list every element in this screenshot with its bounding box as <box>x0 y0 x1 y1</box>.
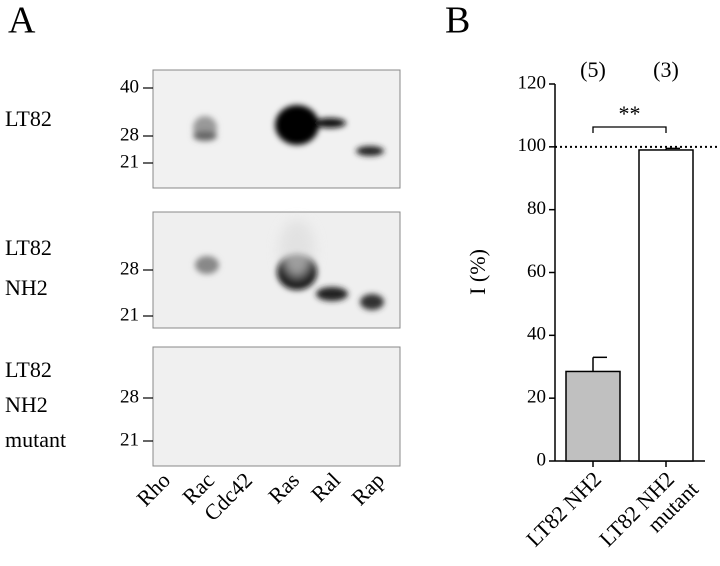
blot-label: LT82 <box>5 357 52 382</box>
lane-label: Ras <box>263 467 304 508</box>
y-tick-label: 40 <box>527 324 546 345</box>
marker-label: 40 <box>120 76 139 97</box>
y-tick-label: 120 <box>518 72 547 93</box>
blot-label: NH2 <box>5 392 48 417</box>
blot-images <box>152 69 401 467</box>
panel-label: B <box>445 0 470 42</box>
blot-label: NH2 <box>5 275 48 300</box>
y-axis-label: I (%) <box>465 249 490 295</box>
marker-label: 21 <box>120 151 139 172</box>
blot-label: LT82 <box>5 235 52 260</box>
marker-label: 28 <box>120 258 139 279</box>
significance-bracket <box>592 126 667 133</box>
bar <box>565 370 621 462</box>
lane-label: Rap <box>346 467 389 510</box>
count-label: (3) <box>653 57 679 82</box>
y-tick-label: 20 <box>527 387 546 408</box>
marker-label: 28 <box>120 124 139 145</box>
bar <box>638 149 694 462</box>
count-label: (5) <box>580 57 606 82</box>
y-tick-label: 60 <box>527 261 546 282</box>
y-tick-label: 80 <box>527 198 546 219</box>
x-tick-label: LT82 NH2 <box>521 466 606 551</box>
lane-label: Rho <box>131 467 175 511</box>
significance-label: ** <box>619 101 641 126</box>
marker-label: 21 <box>120 304 139 325</box>
blot-label: mutant <box>5 427 66 452</box>
panel-label: A <box>8 0 36 42</box>
lane-label: Ral <box>306 467 345 506</box>
blot-label: LT82 <box>5 106 52 131</box>
marker-label: 28 <box>120 386 139 407</box>
marker-label: 21 <box>120 429 139 450</box>
y-tick-label: 100 <box>518 135 547 156</box>
y-tick-label: 0 <box>537 449 547 470</box>
